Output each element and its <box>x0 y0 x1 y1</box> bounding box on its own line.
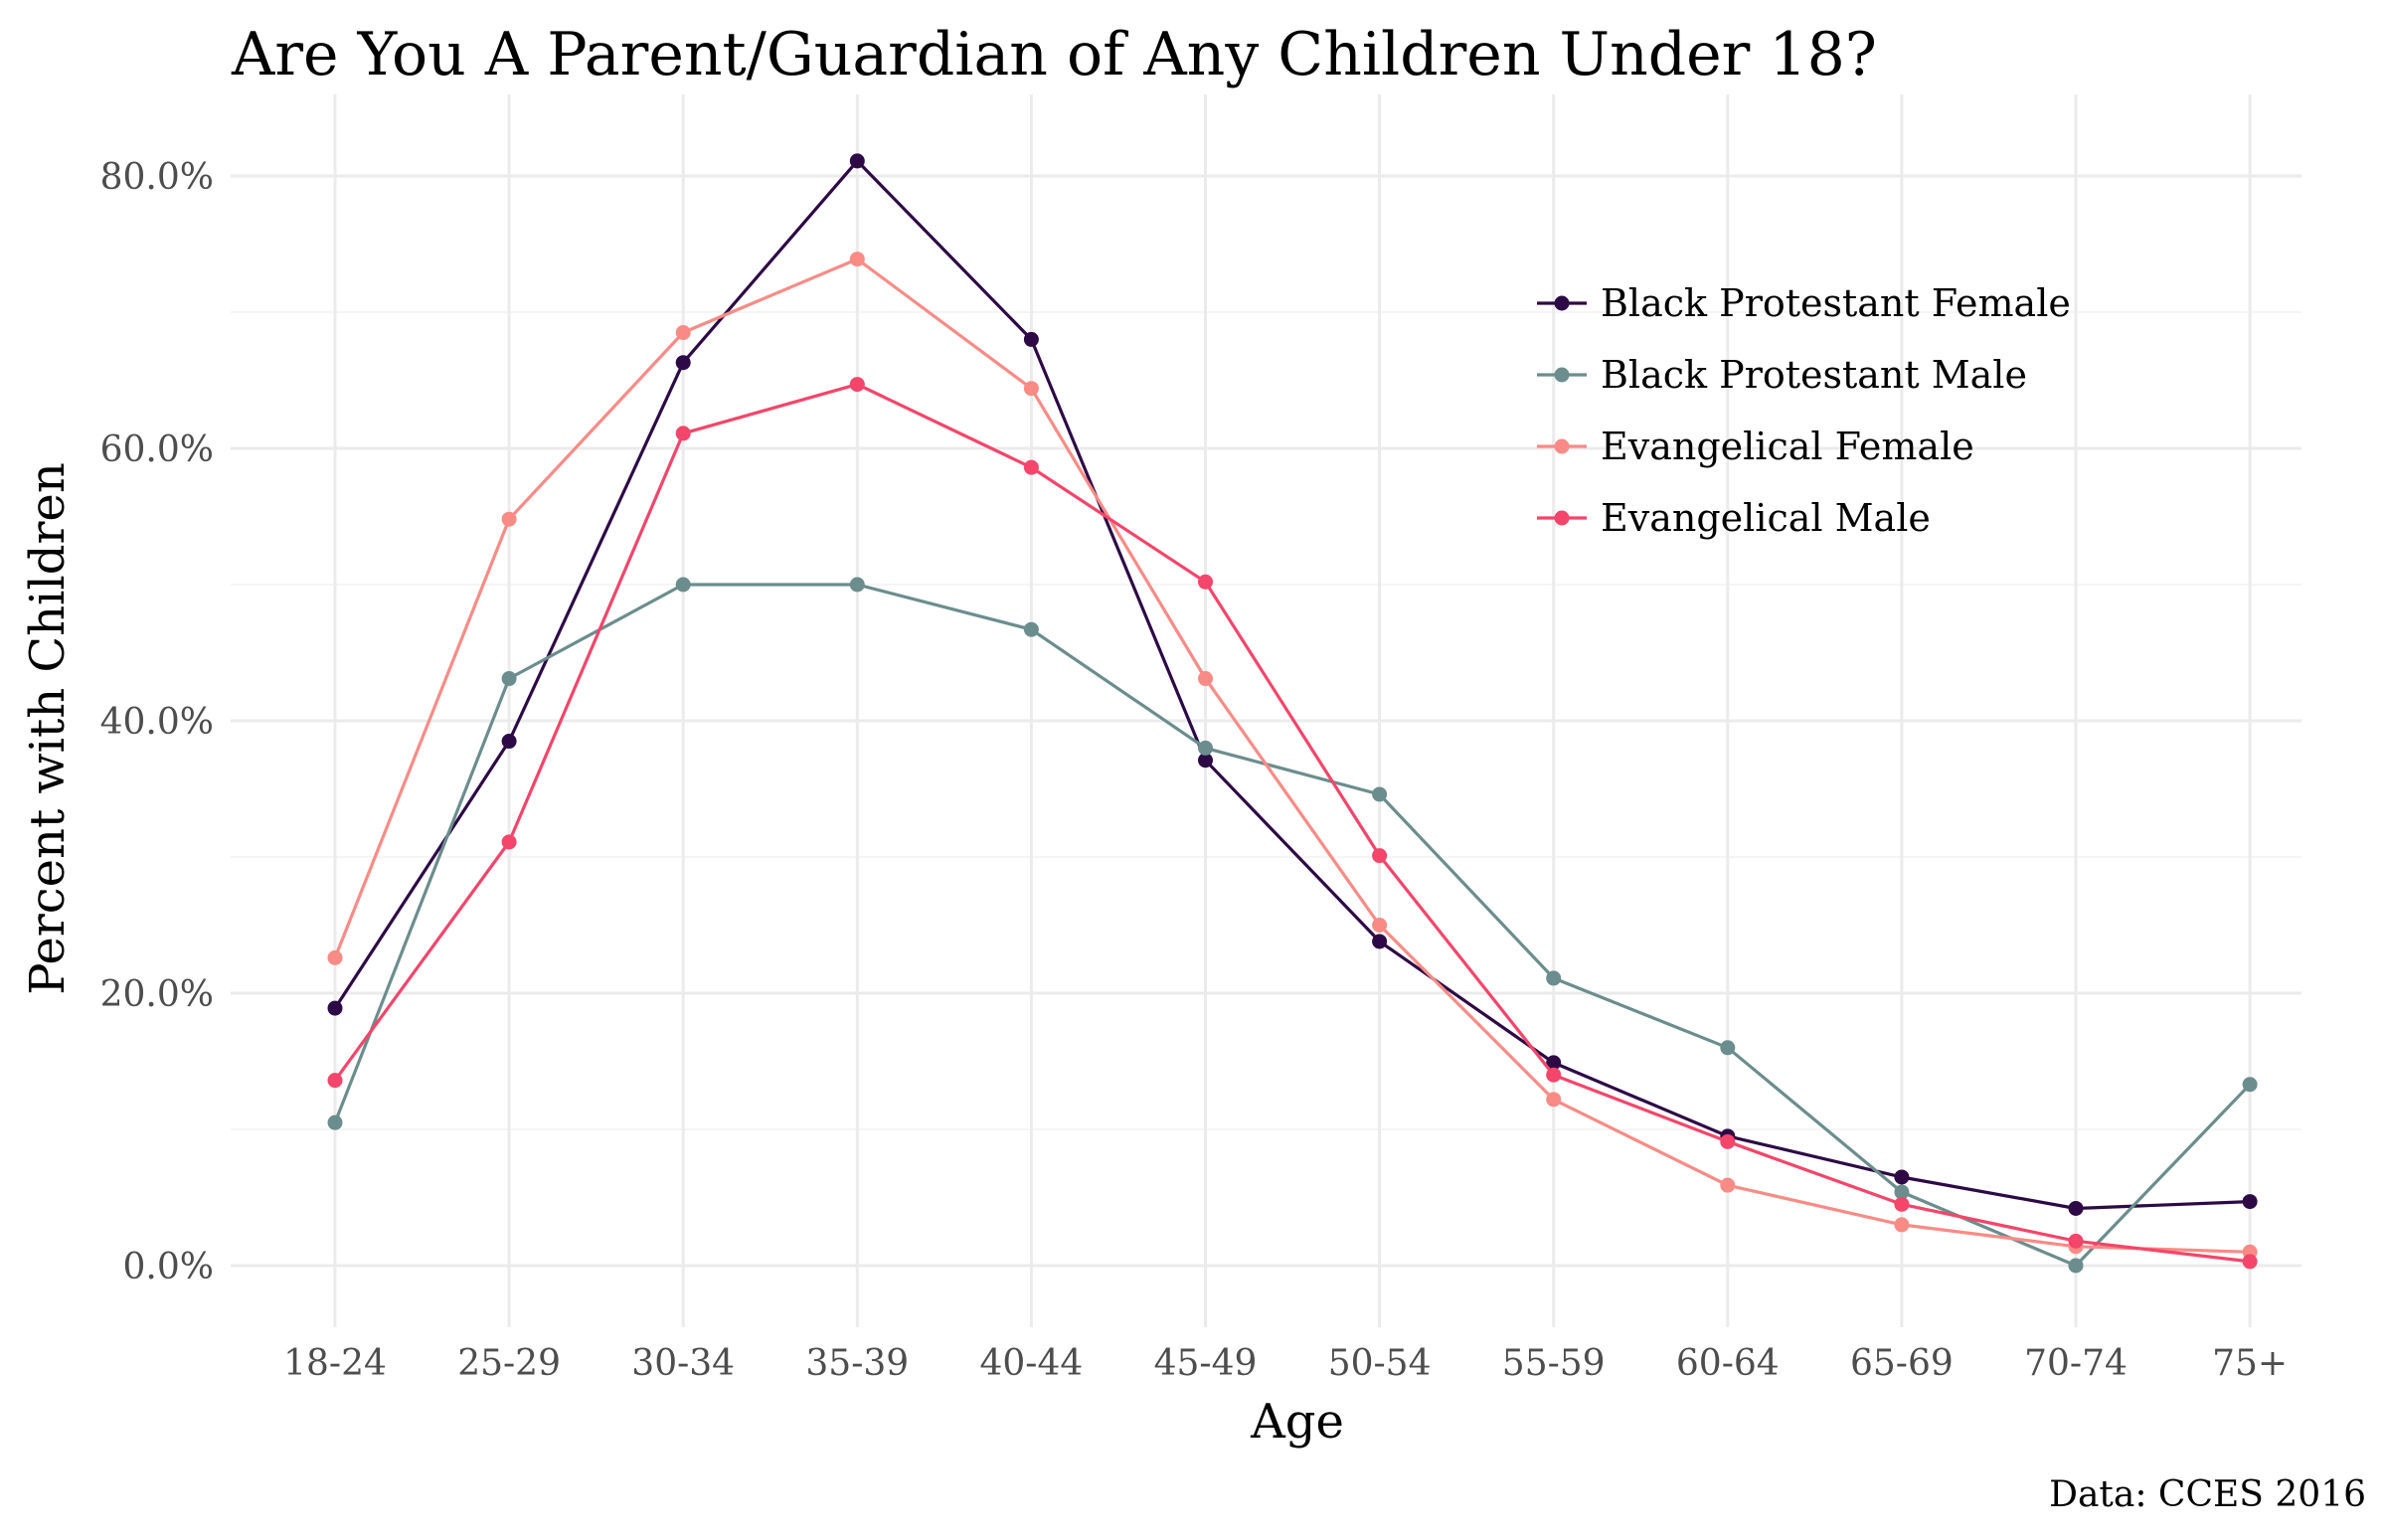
data-point <box>1198 671 1213 687</box>
legend-key-point <box>1554 438 1570 454</box>
y-tick-label: 40.0% <box>100 702 214 743</box>
data-point <box>1894 1169 1910 1185</box>
x-tick-label: 25-29 <box>457 1343 561 1384</box>
y-tick-label: 60.0% <box>100 429 214 470</box>
data-point <box>1720 1040 1736 1056</box>
legend-item: Black Protestant Female <box>1537 281 2071 325</box>
data-point <box>1894 1217 1910 1233</box>
data-point <box>1198 740 1213 756</box>
series-group <box>327 252 2258 1260</box>
data-point <box>1720 1177 1736 1193</box>
data-point <box>675 577 691 593</box>
legend-item: Evangelical Female <box>1537 425 1974 468</box>
legend-key-point <box>1554 510 1570 526</box>
series-line <box>333 383 2251 1264</box>
y-tick-label: 80.0% <box>100 157 214 198</box>
data-point <box>1894 1184 1910 1200</box>
data-point <box>1023 331 1039 347</box>
data-point <box>501 734 517 750</box>
data-point <box>327 1000 343 1016</box>
x-tick-label: 75+ <box>2212 1343 2288 1384</box>
x-axis-ticks: 18-24 25-29 30-34 35-39 40-44 45-49 50-54 55-59… <box>283 1343 2288 1384</box>
data-point <box>675 355 691 371</box>
x-tick-label: 18-24 <box>283 1343 387 1384</box>
legend-label: Evangelical Female <box>1601 425 1974 468</box>
data-point <box>2242 1194 2258 1210</box>
legend-key-point <box>1554 367 1570 383</box>
data-point <box>2242 1077 2258 1093</box>
y-axis-ticks: 0.0% 20.0% 40.0% 60.0% 80.0% <box>100 157 214 1287</box>
data-point <box>675 426 691 441</box>
data-point <box>1546 970 1562 986</box>
data-point <box>501 834 517 850</box>
series-group <box>327 153 2258 1216</box>
series-layer <box>327 153 2258 1274</box>
series-line <box>333 257 2251 1254</box>
data-point <box>1023 621 1039 637</box>
data-point <box>1023 381 1039 397</box>
y-axis-title: Percent with Children <box>20 462 76 994</box>
series-line <box>333 159 2251 1211</box>
data-point <box>1720 1133 1736 1149</box>
data-point <box>1023 459 1039 475</box>
x-tick-label: 40-44 <box>980 1343 1084 1384</box>
data-point <box>327 949 343 965</box>
data-source-caption: Data: CCES 2016 <box>2049 1474 2366 1515</box>
data-point <box>1198 574 1213 590</box>
data-point <box>849 252 865 267</box>
legend-item: Evangelical Male <box>1537 496 1931 540</box>
x-tick-label: 35-39 <box>805 1343 909 1384</box>
legend-label: Evangelical Male <box>1601 496 1931 540</box>
legend-label: Black Protestant Male <box>1601 353 2027 397</box>
legend-item: Black Protestant Male <box>1537 353 2027 397</box>
data-point <box>2068 1233 2084 1249</box>
x-tick-label: 30-34 <box>631 1343 735 1384</box>
data-point <box>1198 753 1213 769</box>
data-point <box>849 153 865 169</box>
data-point <box>849 577 865 593</box>
data-point <box>1372 786 1388 802</box>
data-point <box>1372 934 1388 949</box>
data-point <box>501 511 517 527</box>
data-point <box>327 1073 343 1089</box>
data-point <box>675 325 691 341</box>
data-point <box>1372 918 1388 933</box>
data-point <box>2068 1200 2084 1216</box>
x-tick-label: 45-49 <box>1154 1343 1258 1384</box>
data-point <box>2068 1258 2084 1274</box>
legend-key-point <box>1554 295 1570 311</box>
y-tick-label: 20.0% <box>100 974 214 1015</box>
x-tick-label: 70-74 <box>2024 1343 2128 1384</box>
data-point <box>501 671 517 687</box>
legend: Black Protestant Female Black Protestant … <box>1537 281 2071 540</box>
x-tick-label: 55-59 <box>1502 1343 1606 1384</box>
data-point <box>849 377 865 393</box>
x-tick-label: 60-64 <box>1676 1343 1780 1384</box>
data-point <box>1372 848 1388 864</box>
legend-label: Black Protestant Female <box>1601 281 2071 325</box>
x-tick-label: 65-69 <box>1850 1343 1954 1384</box>
data-point <box>1546 1067 1562 1083</box>
data-point <box>327 1114 343 1130</box>
x-tick-label: 50-54 <box>1328 1343 1432 1384</box>
x-axis-title: Age <box>1250 1394 1344 1450</box>
series-line <box>333 583 2252 1268</box>
chart-title: Are You A Parent/Guardian of Any Childre… <box>231 20 1877 89</box>
series-group <box>327 377 2258 1270</box>
y-tick-label: 0.0% <box>123 1247 214 1287</box>
data-point <box>1546 1092 1562 1108</box>
data-point <box>1546 1055 1562 1071</box>
data-point <box>2242 1254 2258 1270</box>
series-group <box>327 577 2258 1274</box>
data-point <box>1894 1196 1910 1212</box>
plot-grid <box>231 94 2301 1327</box>
